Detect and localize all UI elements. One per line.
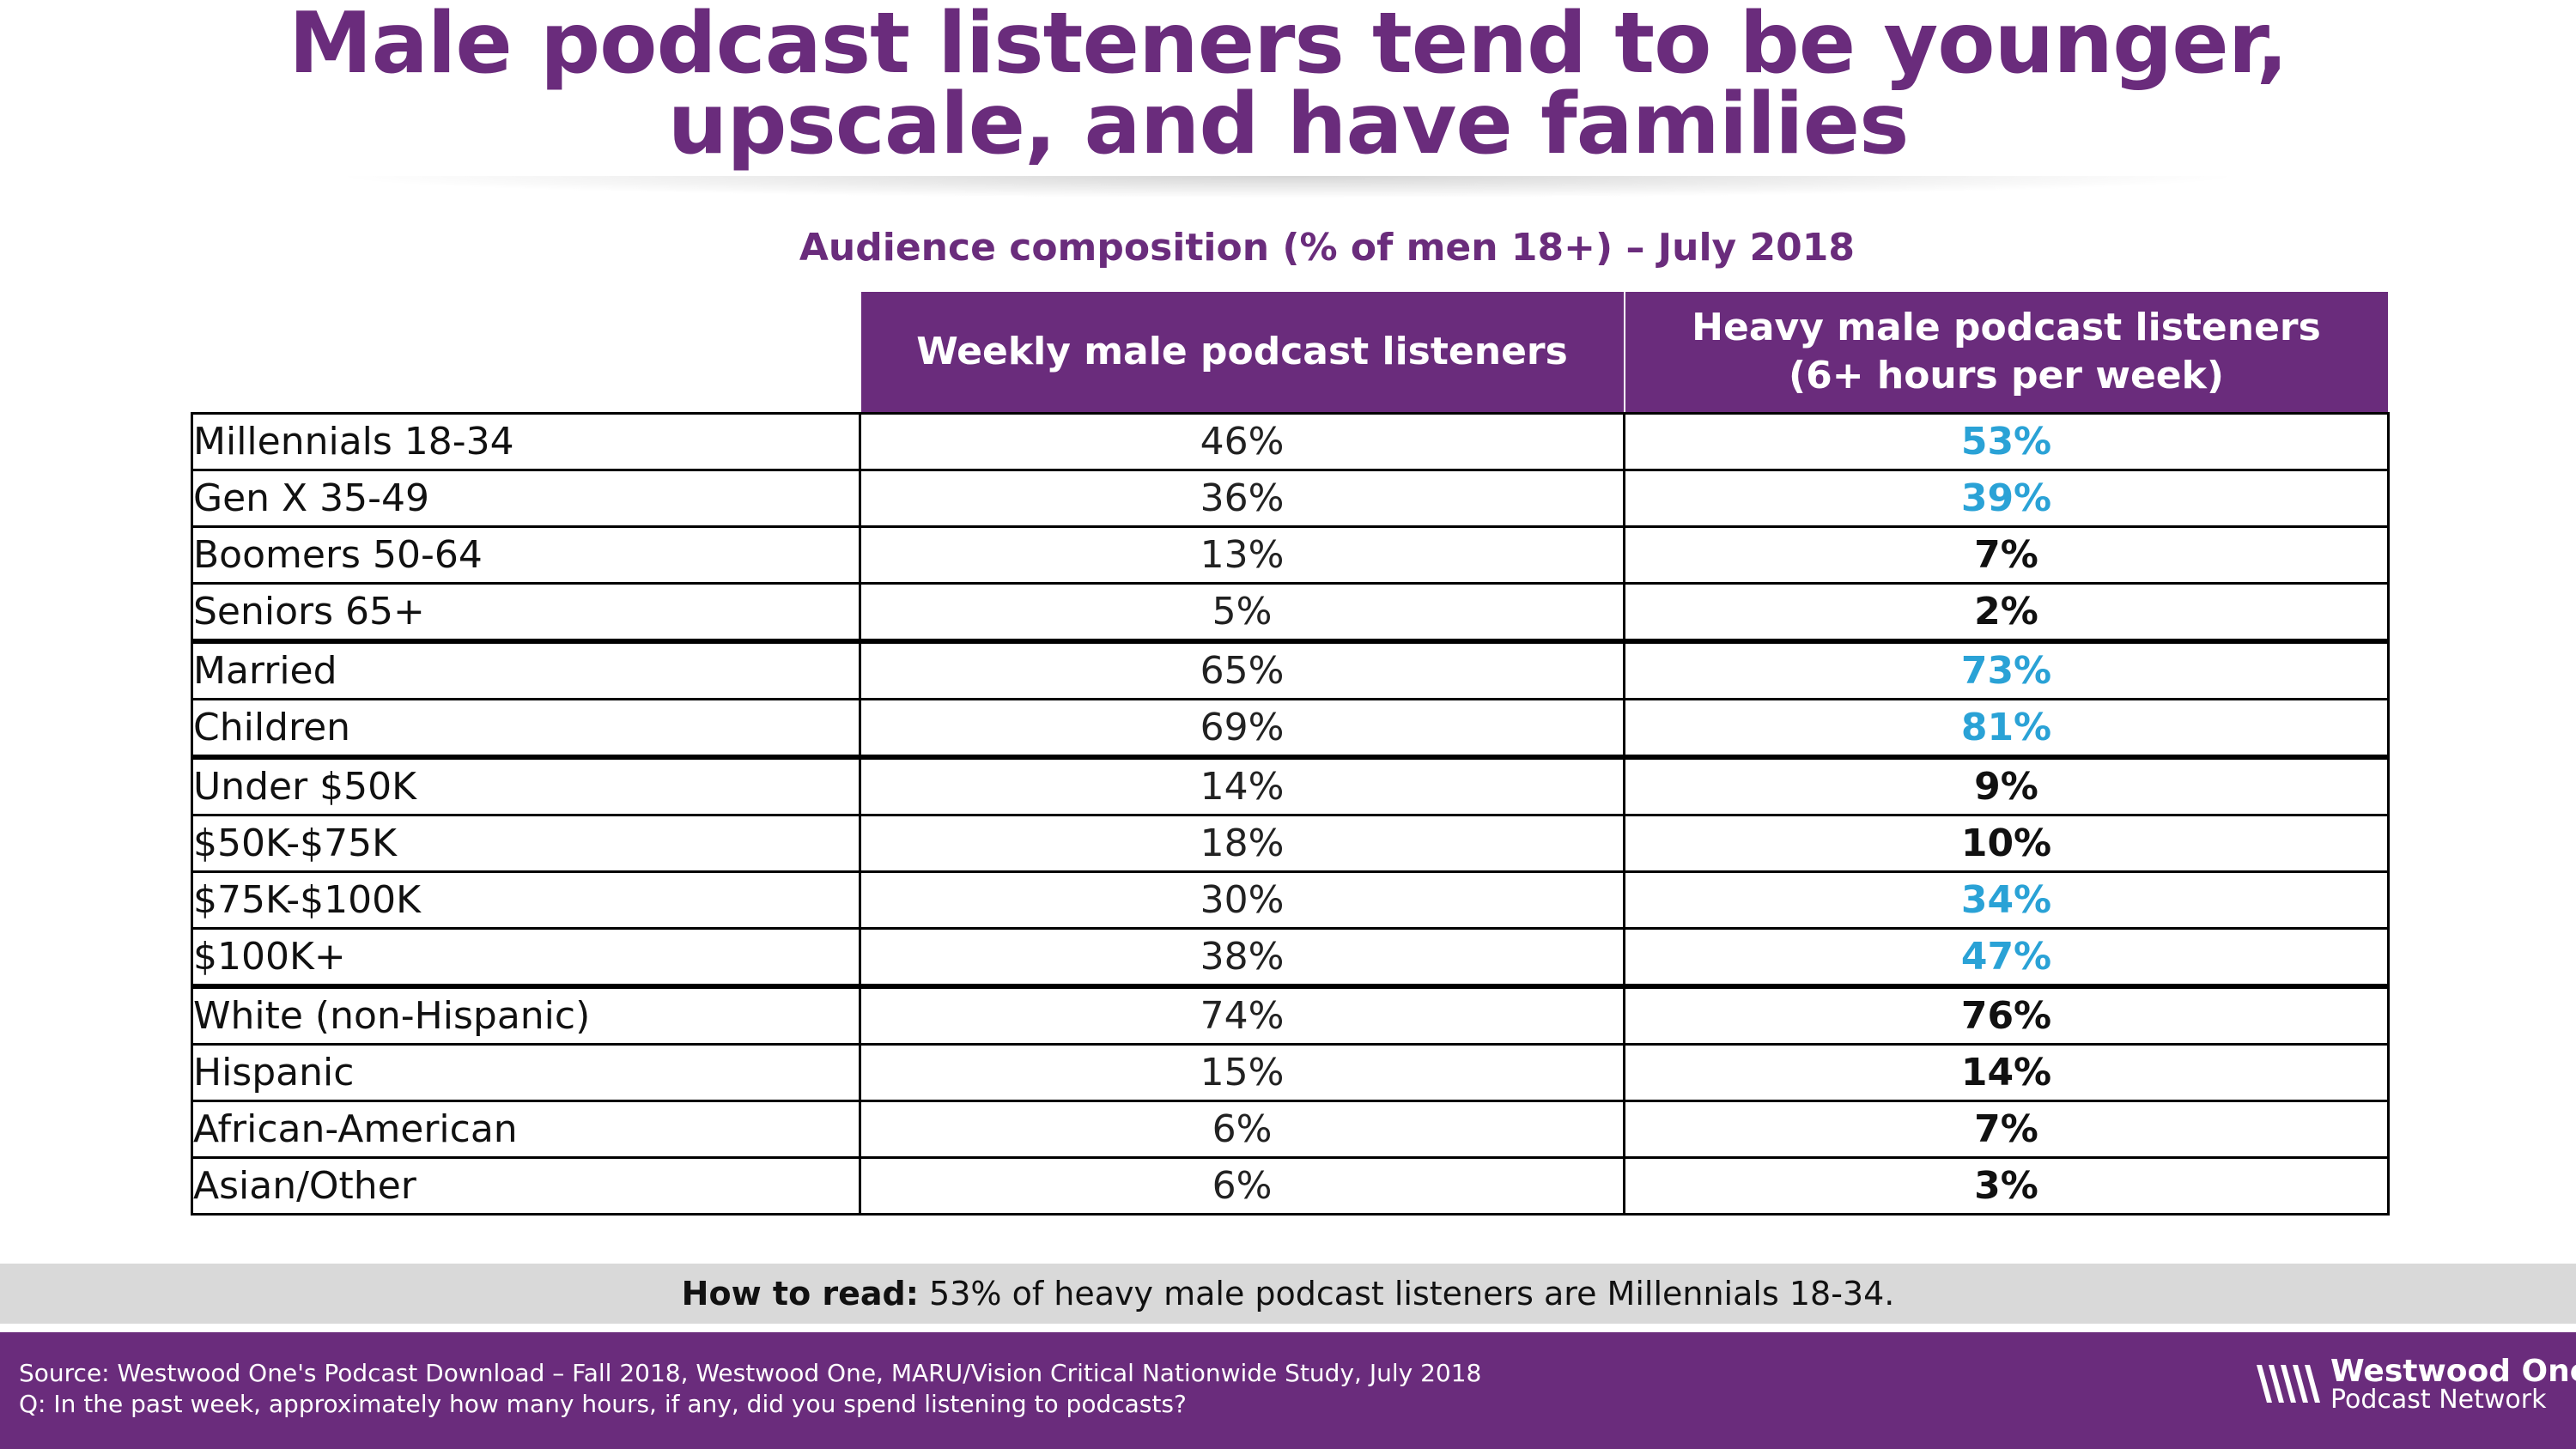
heavy-value: 81% (1623, 698, 2390, 759)
logo-waves-icon (2257, 1365, 2320, 1403)
source-line: Source: Westwood One's Podcast Download … (19, 1359, 1482, 1387)
westwood-one-logo: Westwood One Podcast Network (2255, 1355, 2576, 1415)
how-to-read-bar: How to read: 53% of heavy male podcast l… (0, 1264, 2576, 1324)
table-row: Millennials 18-34 46% 53% (191, 412, 2390, 471)
heavy-value: 76% (1623, 984, 2390, 1046)
header-heavy-sublabel: (6+ hours per week) (1788, 354, 2225, 397)
row-label: Married (191, 639, 861, 700)
row-label: Boomers 50-64 (191, 525, 861, 585)
weekly-value: 14% (859, 755, 1625, 816)
footer-bar: Source: Westwood One's Podcast Download … (0, 1332, 2576, 1449)
heavy-value: 14% (1623, 1043, 2390, 1102)
how-to-read-text: 53% of heavy male podcast listeners are … (918, 1275, 1895, 1313)
weekly-value: 46% (859, 412, 1625, 471)
row-label: $50K-$75K (191, 814, 861, 873)
weekly-value: 6% (859, 1100, 1625, 1159)
heavy-value: 47% (1623, 927, 2390, 988)
composition-table: Weekly male podcast listeners Heavy male… (191, 290, 2390, 1216)
footer-source: Source: Westwood One's Podcast Download … (19, 1358, 1481, 1420)
heavy-value: 9% (1623, 755, 2390, 816)
weekly-value: 18% (859, 814, 1625, 873)
table-row: $50K-$75K 18% 10% (191, 814, 2390, 873)
table-row: Hispanic 15% 14% (191, 1043, 2390, 1102)
row-label: Millennials 18-34 (191, 412, 861, 471)
row-label: White (non-Hispanic) (191, 984, 861, 1046)
row-label: Seniors 65+ (191, 582, 861, 643)
table-row: Under $50K 14% 9% (191, 755, 2390, 816)
title-shadow (326, 176, 2250, 198)
weekly-value: 65% (859, 639, 1625, 700)
table-row: Children 69% 81% (191, 698, 2390, 759)
heavy-value: 73% (1623, 639, 2390, 700)
weekly-value: 15% (859, 1043, 1625, 1102)
table-row: $100K+ 38% 47% (191, 927, 2390, 988)
table-row: $75K-$100K 30% 34% (191, 870, 2390, 930)
row-label: Asian/Other (191, 1156, 861, 1216)
weekly-value: 69% (859, 698, 1625, 759)
header-weekly: Weekly male podcast listeners (859, 290, 1625, 415)
weekly-value: 6% (859, 1156, 1625, 1216)
table-row: Asian/Other 6% 3% (191, 1156, 2390, 1216)
heavy-value: 53% (1623, 412, 2390, 471)
row-label: African-American (191, 1100, 861, 1159)
title-line-1: Male podcast listeners tend to be younge… (289, 0, 2288, 93)
heavy-value: 39% (1623, 469, 2390, 528)
header-weekly-label: Weekly male podcast listeners (916, 330, 1568, 373)
row-label: $75K-$100K (191, 870, 861, 930)
row-label: $100K+ (191, 927, 861, 988)
table-row: Seniors 65+ 5% 2% (191, 582, 2390, 643)
title-line-2: upscale, and have families (667, 76, 1910, 173)
heavy-value: 3% (1623, 1156, 2390, 1216)
slide-title: Male podcast listeners tend to be younge… (0, 0, 2576, 173)
weekly-value: 74% (859, 984, 1625, 1046)
heavy-value: 7% (1623, 1100, 2390, 1159)
row-label: Under $50K (191, 755, 861, 816)
weekly-value: 5% (859, 582, 1625, 643)
row-label: Gen X 35-49 (191, 469, 861, 528)
header-blank (192, 291, 860, 414)
weekly-value: 36% (859, 469, 1625, 528)
table-subtitle: Audience composition (% of men 18+) – Ju… (799, 226, 1855, 270)
logo-line-2: Podcast Network (2330, 1385, 2547, 1415)
how-to-read-label: How to read: (681, 1275, 919, 1313)
weekly-value: 38% (859, 927, 1625, 988)
header-heavy: Heavy male podcast listeners (6+ hours p… (1623, 290, 2390, 415)
table-row: White (non-Hispanic) 74% 76% (191, 984, 2390, 1046)
heavy-value: 7% (1623, 525, 2390, 585)
question-line: Q: In the past week, approximately how m… (19, 1390, 1187, 1418)
row-label: Children (191, 698, 861, 759)
table-row: Gen X 35-49 36% 39% (191, 469, 2390, 528)
weekly-value: 13% (859, 525, 1625, 585)
table-row: African-American 6% 7% (191, 1100, 2390, 1159)
table-row: Married 65% 73% (191, 639, 2390, 700)
heavy-value: 2% (1623, 582, 2390, 643)
logo-line-1: Westwood One (2330, 1354, 2576, 1389)
heavy-value: 34% (1623, 870, 2390, 930)
header-heavy-label: Heavy male podcast listeners (1692, 306, 2321, 349)
row-label: Hispanic (191, 1043, 861, 1102)
heavy-value: 10% (1623, 814, 2390, 873)
weekly-value: 30% (859, 870, 1625, 930)
table-row: Boomers 50-64 13% 7% (191, 525, 2390, 585)
table-header-row: Weekly male podcast listeners Heavy male… (192, 290, 2390, 415)
table-body: Millennials 18-34 46% 53% Gen X 35-49 36% 39%… (191, 412, 2390, 1216)
